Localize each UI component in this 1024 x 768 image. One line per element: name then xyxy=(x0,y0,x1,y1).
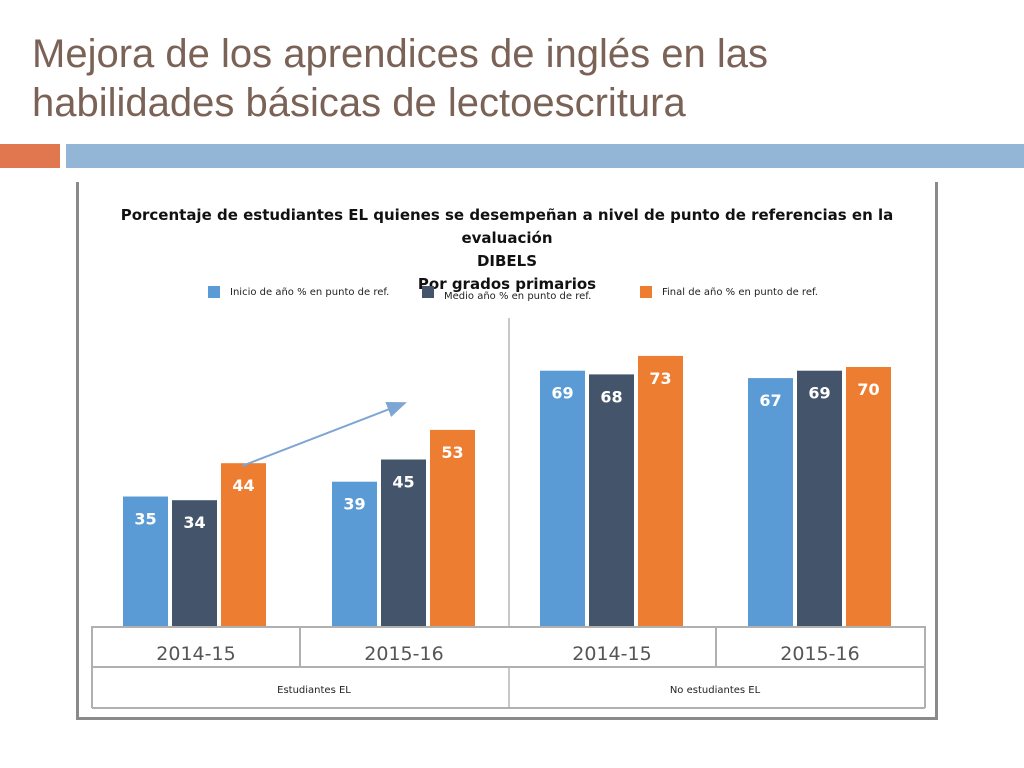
legend-item-end: Final de año % en punto de ref. xyxy=(640,286,818,298)
chart-title: Porcentaje de estudiantes EL quienes se … xyxy=(79,182,935,293)
accent-bar-blue xyxy=(66,144,1024,168)
group-label-1: No estudiantes EL xyxy=(670,685,761,696)
bar-end-1 xyxy=(430,429,475,626)
bar-end-2 xyxy=(638,355,683,626)
bar-end-3 xyxy=(846,367,891,626)
slide-title: Mejora de los aprendices de inglés en la… xyxy=(32,30,992,128)
legend-label-end: Final de año % en punto de ref. xyxy=(662,286,818,298)
slide-title-line-2: habilidades básicas de lectoescritura xyxy=(32,81,686,125)
bar-end-0 xyxy=(221,463,266,626)
bar-mid-1 xyxy=(381,459,426,626)
bar-mid-2 xyxy=(589,374,634,626)
bar-start-2 xyxy=(540,370,585,626)
legend-swatch-start xyxy=(208,286,220,298)
accent-bar-orange xyxy=(0,144,60,168)
data-label-end-3: 70 xyxy=(857,380,879,399)
category-axis-box xyxy=(91,626,926,668)
data-label-mid-2: 68 xyxy=(600,387,622,406)
legend-swatch-end xyxy=(640,286,652,298)
slide-title-line-1: Mejora de los aprendices de inglés en la… xyxy=(32,32,768,76)
legend-label-start: Inicio de año % en punto de ref. xyxy=(230,286,390,298)
bar-mid-3 xyxy=(797,370,842,626)
data-label-mid-3: 69 xyxy=(808,384,830,403)
data-label-start-1: 39 xyxy=(343,495,365,514)
data-label-start-3: 67 xyxy=(759,391,781,410)
group-label-0: Estudiantes EL xyxy=(277,685,351,696)
data-label-mid-1: 45 xyxy=(392,473,414,492)
legend-item-start: Inicio de año % en punto de ref. xyxy=(208,286,389,298)
bar-mid-0 xyxy=(172,500,217,626)
category-label-2: 2014-15 xyxy=(572,643,651,665)
chart-title-line-1: Porcentaje de estudiantes EL quienes se … xyxy=(120,206,894,247)
bar-start-1 xyxy=(332,481,377,626)
category-label-0: 2014-15 xyxy=(156,643,235,665)
data-label-end-1: 53 xyxy=(441,443,463,462)
category-label-3: 2015-16 xyxy=(780,643,859,665)
data-label-end-0: 44 xyxy=(232,476,254,495)
legend-swatch-mid xyxy=(422,286,434,298)
legend-item-mid: Medio año % en punto de ref. xyxy=(422,286,591,302)
chart-frame xyxy=(76,182,938,720)
legend-label-mid: Medio año % en punto de ref. xyxy=(444,290,592,302)
data-label-start-0: 35 xyxy=(134,510,156,529)
data-label-end-2: 73 xyxy=(649,369,671,388)
chart-subtitle: Por grados primarios xyxy=(417,275,597,293)
category-label-1: 2015-16 xyxy=(364,643,443,665)
chart-title-line-2: DIBELS xyxy=(476,252,538,270)
trend-arrow xyxy=(241,402,407,467)
data-label-start-2: 69 xyxy=(551,384,573,403)
bar-start-0 xyxy=(123,496,168,626)
data-label-mid-0: 34 xyxy=(183,513,205,532)
bar-start-3 xyxy=(748,378,793,626)
